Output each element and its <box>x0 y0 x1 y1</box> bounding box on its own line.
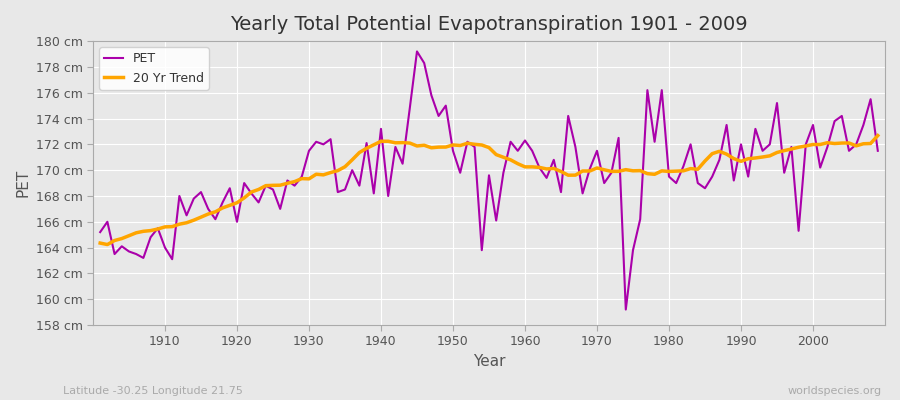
Line: PET: PET <box>100 52 878 310</box>
Line: 20 Yr Trend: 20 Yr Trend <box>100 136 878 244</box>
PET <box>411 49 422 54</box>
PET <box>94 230 105 234</box>
20 Yr Trend <box>159 224 170 229</box>
PET <box>310 139 321 144</box>
20 Yr Trend <box>318 172 328 177</box>
PET <box>872 148 883 153</box>
Title: Yearly Total Potential Evapotranspiration 1901 - 2009: Yearly Total Potential Evapotranspiratio… <box>230 15 748 34</box>
20 Yr Trend <box>94 241 105 246</box>
20 Yr Trend <box>102 242 112 247</box>
20 Yr Trend <box>361 146 372 151</box>
Y-axis label: PET: PET <box>15 169 30 197</box>
20 Yr Trend <box>613 169 624 174</box>
Legend: PET, 20 Yr Trend: PET, 20 Yr Trend <box>99 47 209 90</box>
PET <box>613 136 624 140</box>
PET <box>526 148 537 153</box>
PET <box>152 226 163 231</box>
PET <box>519 138 530 143</box>
PET <box>354 183 364 188</box>
PET <box>620 307 631 312</box>
20 Yr Trend <box>872 133 883 138</box>
Text: worldspecies.org: worldspecies.org <box>788 386 882 396</box>
20 Yr Trend <box>526 164 537 169</box>
Text: Latitude -30.25 Longitude 21.75: Latitude -30.25 Longitude 21.75 <box>63 386 243 396</box>
X-axis label: Year: Year <box>472 354 505 369</box>
20 Yr Trend <box>519 164 530 169</box>
